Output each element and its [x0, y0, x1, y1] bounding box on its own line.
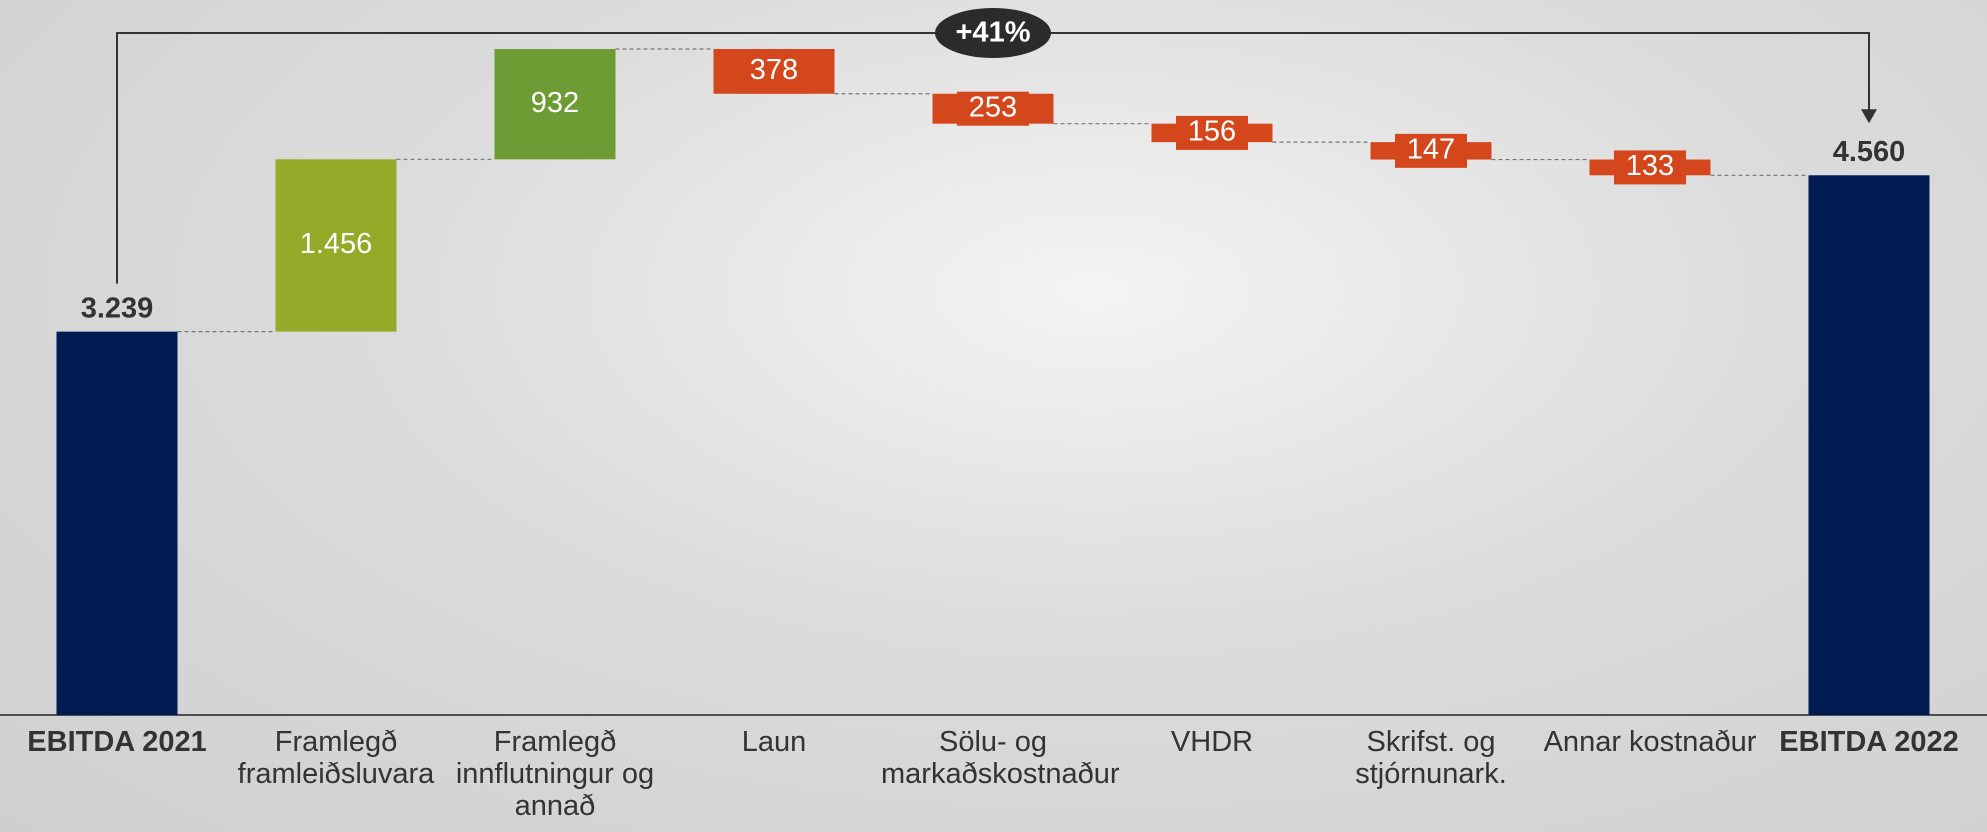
x-tick-label: Framlegð framleiðsluvara — [224, 727, 448, 791]
chart: 3.239 1.456 932 378 253 156 147 133 4.560 +41% EB… — [0, 0, 1987, 832]
value-label: 253 — [969, 91, 1017, 123]
x-tick-label: Skrifst. og stjórnunark. — [1319, 727, 1543, 791]
value-label: 147 — [1407, 134, 1455, 166]
value-label: 133 — [1626, 150, 1674, 182]
value-label: 156 — [1188, 116, 1236, 148]
x-tick-label: EBITDA 2021 — [5, 727, 229, 759]
chart-svg: 3.239 1.456 932 378 253 156 147 133 4.560 +41% — [0, 0, 1987, 832]
x-tick-label: VHDR — [1100, 727, 1324, 759]
value-label: 1.456 — [300, 228, 373, 260]
x-tick-label: Sölu- og markaðskostnaður — [881, 727, 1105, 791]
value-label: 932 — [531, 87, 579, 119]
x-tick-label: Framlegð innflutningur og annað — [443, 727, 667, 823]
annotation: +41% — [956, 17, 1031, 49]
x-tick-label: Laun — [662, 727, 886, 759]
bar — [57, 332, 178, 715]
annotation-arrow — [1861, 109, 1877, 123]
x-tick-label: Annar kostnaður — [1538, 727, 1762, 759]
x-tick-label: EBITDA 2022 — [1757, 727, 1981, 759]
value-label: 3.239 — [81, 292, 154, 324]
bar — [1809, 175, 1930, 715]
value-label: 4.560 — [1833, 136, 1906, 168]
value-label: 378 — [750, 54, 798, 86]
